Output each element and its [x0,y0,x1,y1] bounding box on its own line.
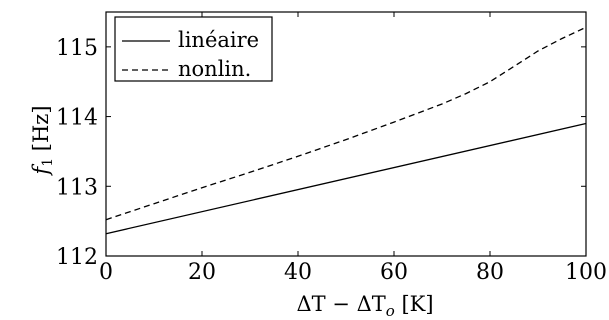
x-tick-label: 80 [476,260,504,285]
series-layer [105,26,587,235]
y-axis-title: f1 [Hz] [29,105,56,176]
legend-label-nonlin: nonlin. [178,57,251,81]
x-tick-label: 100 [565,260,607,285]
y-tick-label: 114 [56,106,98,131]
legend-label-lineaire: linéaire [178,28,259,52]
legend-box [114,16,273,82]
x-tick-label: 20 [188,260,216,285]
series-line-lineaire [105,122,587,235]
axes-layer [105,11,587,257]
y-tick-label: 115 [56,36,98,61]
series-line-nonlin [105,26,587,221]
legend: linéaire nonlin. [114,16,273,82]
x-tick-label: 40 [284,260,312,285]
y-tick-label: 113 [56,175,98,200]
x-tick-label: 60 [380,260,408,285]
ticks-layer: 0 20 40 60 80 100 112 113 114 115 [56,12,607,285]
plot-frame [105,11,587,257]
y-tick-label: 112 [56,245,98,270]
x-axis-title: ΔT − ΔTo [K] [296,292,433,320]
x-tick-label: 0 [99,260,113,285]
